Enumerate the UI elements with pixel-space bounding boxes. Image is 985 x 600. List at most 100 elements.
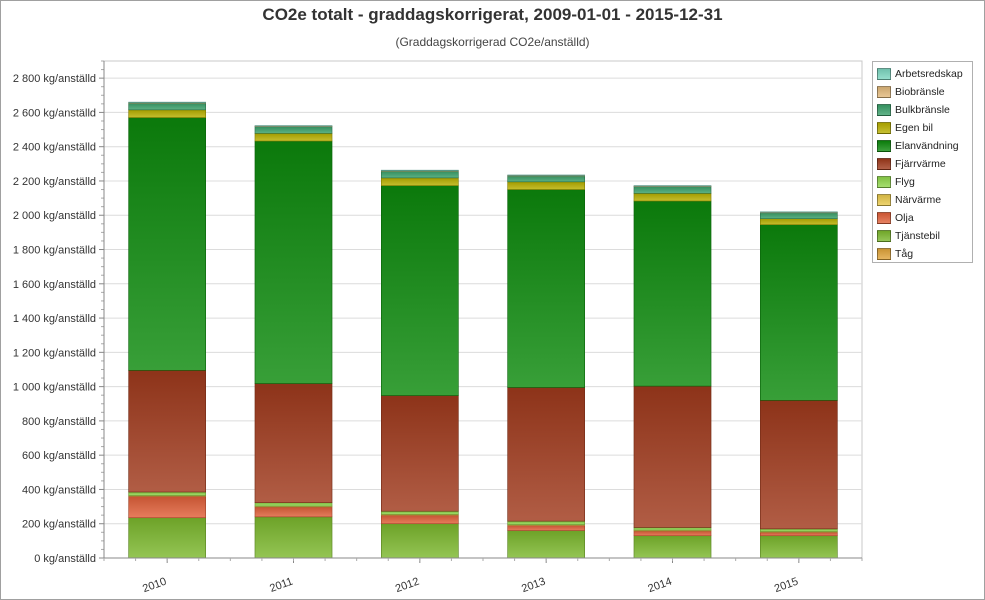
bar-segment[interactable]	[254, 383, 333, 503]
y-tick-label: 200 kg/anställd	[22, 519, 96, 531]
bar-segment[interactable]	[128, 101, 206, 103]
bar-segment[interactable]	[633, 385, 712, 528]
legend-label: Tåg	[895, 248, 914, 260]
legend-item[interactable]: Biobränsle	[873, 83, 972, 101]
x-tick-label: 2014	[646, 576, 673, 596]
y-tick-label: 1 400 kg/anställd	[13, 313, 96, 325]
bar-segment[interactable]	[507, 530, 585, 559]
bar-segment[interactable]	[254, 126, 333, 134]
legend-swatch	[877, 230, 891, 242]
bar-segment[interactable]	[254, 140, 333, 384]
legend-label: Biobränsle	[895, 86, 945, 98]
legend-item[interactable]: Fjärrvärme	[873, 155, 972, 173]
bar-segment[interactable]	[760, 211, 838, 213]
legend-item[interactable]: Bulkbränsle	[873, 101, 972, 119]
y-tick-label: 2 400 kg/anställd	[13, 142, 96, 154]
x-tick-label: 2015	[773, 576, 800, 596]
bar-segment[interactable]	[254, 506, 333, 518]
legend-label: Bulkbränsle	[895, 104, 950, 116]
bar-segment[interactable]	[128, 491, 206, 496]
bar-segment[interactable]	[507, 175, 585, 183]
bar-segment[interactable]	[760, 531, 838, 537]
bar-segment[interactable]	[381, 510, 459, 515]
x-tick-label: 2010	[141, 576, 168, 596]
bar-segment[interactable]	[128, 517, 206, 559]
legend-item[interactable]: Närvärme	[873, 191, 972, 209]
bar-segment[interactable]	[381, 523, 459, 559]
chart-title: CO2e totalt - graddagskorrigerat, 2009-0…	[262, 5, 723, 24]
bar-segment[interactable]	[507, 520, 585, 525]
bar-segment[interactable]	[507, 525, 585, 531]
bar-segment[interactable]	[128, 117, 206, 371]
legend-label: Tjänstebil	[895, 230, 940, 242]
legend-swatch	[877, 140, 891, 152]
bar-segment[interactable]	[760, 224, 838, 401]
legend-swatch	[877, 194, 891, 206]
bar-segment[interactable]	[633, 530, 712, 537]
legend-label: Arbetsredskap	[895, 68, 963, 80]
y-tick-label: 1 600 kg/anställd	[13, 279, 96, 291]
bar-segment[interactable]	[760, 212, 838, 219]
legend-swatch	[877, 176, 891, 188]
bar-segment[interactable]	[381, 170, 459, 179]
bar-segment[interactable]	[381, 514, 459, 525]
bar-segment[interactable]	[507, 174, 585, 176]
legend-item[interactable]: Egen bil	[873, 119, 972, 137]
y-tick-label: 1 800 kg/anställd	[13, 245, 96, 257]
legend-item[interactable]: Tjänstebil	[873, 227, 972, 245]
y-tick-label: 2 800 kg/anställd	[13, 73, 96, 85]
grid-lines	[103, 60, 863, 559]
bar-segment[interactable]	[633, 200, 712, 387]
bar-segment[interactable]	[507, 189, 585, 388]
legend-label: Flyg	[895, 176, 915, 188]
bar-segment[interactable]	[128, 102, 206, 111]
x-tick-label: 2011	[268, 576, 294, 595]
y-tick-label: 800 kg/anställd	[22, 416, 96, 428]
bar-segment[interactable]	[254, 502, 333, 507]
y-tick-label: 1 000 kg/anställd	[13, 382, 96, 394]
bar-segment[interactable]	[507, 387, 585, 522]
bar-segment[interactable]	[633, 185, 712, 187]
y-tick-label: 600 kg/anställd	[22, 450, 96, 462]
bar-segment[interactable]	[128, 370, 206, 493]
bar-segment[interactable]	[760, 535, 838, 559]
legend-label: Fjärrvärme	[895, 158, 946, 170]
legend-item[interactable]: Arbetsredskap	[873, 65, 972, 83]
y-tick-label: 1 200 kg/anställd	[13, 347, 96, 359]
legend-item[interactable]: Olja	[873, 209, 972, 227]
y-tick-label: 2 600 kg/anställd	[13, 107, 96, 119]
bar-segment[interactable]	[254, 125, 333, 127]
bar-segment[interactable]	[254, 133, 333, 142]
bar-segment[interactable]	[381, 177, 459, 186]
legend-item[interactable]: Elanvändning	[873, 137, 972, 155]
bar-segment[interactable]	[254, 516, 333, 559]
y-tick-label: 2 200 kg/anställd	[13, 176, 96, 188]
bar-segment[interactable]	[633, 527, 712, 531]
bar-segment[interactable]	[633, 186, 712, 194]
bar-segment[interactable]	[128, 496, 206, 519]
legend-item[interactable]: Flyg	[873, 173, 972, 191]
legend-swatch	[877, 122, 891, 134]
axes: 0 kg/anställd 200 kg/anställd 400 kg/anstä…	[13, 60, 863, 596]
legend-swatch	[877, 68, 891, 80]
bar-segment[interactable]	[760, 218, 838, 225]
bars	[128, 101, 838, 559]
bar-segment[interactable]	[760, 400, 838, 530]
bar-segment[interactable]	[760, 528, 838, 532]
bar-segment[interactable]	[633, 535, 712, 559]
y-tick-label: 2 000 kg/anställd	[13, 210, 96, 222]
legend: Arbetsredskap Biobränsle Bulkbränsle Egen b…	[872, 61, 973, 263]
bar-segment[interactable]	[381, 395, 459, 512]
x-tick-label: 2013	[520, 576, 547, 596]
bar-segment[interactable]	[633, 193, 712, 202]
legend-label: Närvärme	[895, 194, 942, 206]
bar-segment[interactable]	[381, 169, 459, 171]
bar-segment[interactable]	[381, 185, 459, 396]
bar-segment[interactable]	[128, 109, 206, 118]
legend-item[interactable]: Tåg	[873, 245, 972, 263]
bar-segment[interactable]	[507, 181, 585, 190]
legend-swatch	[877, 158, 891, 170]
chart-subtitle: (Graddagskorrigerad CO2e/anställd)	[395, 35, 590, 49]
y-tick-label: 400 kg/anställd	[22, 484, 96, 496]
